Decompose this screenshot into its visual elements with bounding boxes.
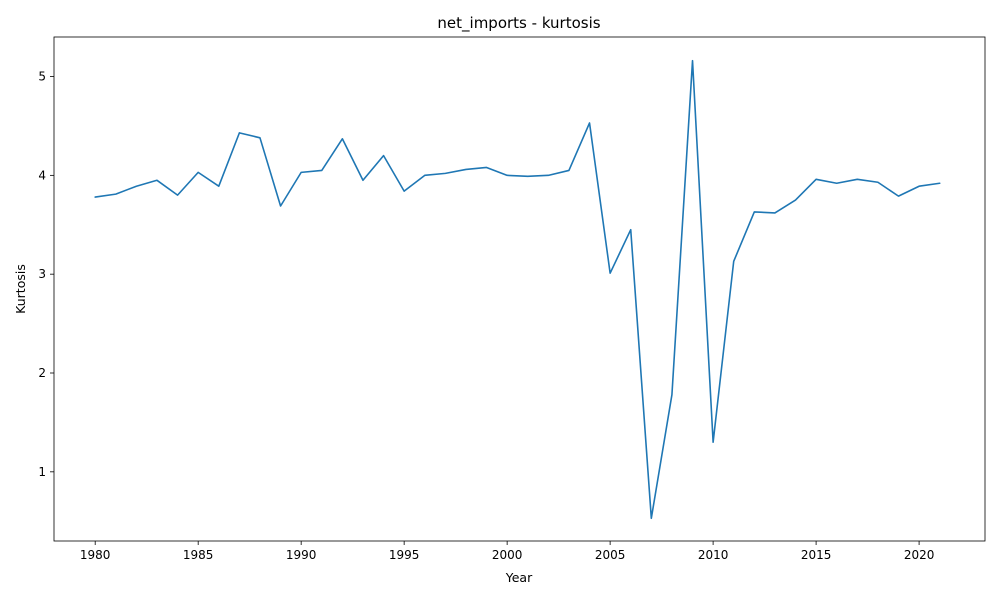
chart-title: net_imports - kurtosis: [437, 14, 600, 33]
x-tick-label: 2010: [698, 548, 729, 562]
y-axis-label: Kurtosis: [13, 264, 28, 314]
x-tick-label: 1995: [389, 548, 420, 562]
y-tick-label: 2: [38, 366, 46, 380]
x-tick-label: 2020: [904, 548, 935, 562]
series-points: [95, 61, 940, 519]
plot-area-frame: [53, 36, 986, 542]
x-tick-label: 2000: [492, 548, 523, 562]
x-tick-label: 1980: [80, 548, 111, 562]
x-tick-label: 2005: [595, 548, 626, 562]
x-axis: 1980 1985 1990 1995 2000 2005 2010 2015 2020: [80, 541, 934, 562]
y-tick-label: 3: [38, 267, 46, 281]
x-tick-label: 1985: [183, 548, 214, 562]
y-tick-label: 1: [38, 465, 46, 479]
y-axis: 1 2 3 4 5: [38, 70, 54, 479]
y-tick-label: 4: [38, 168, 46, 182]
y-tick-label: 5: [38, 70, 46, 84]
x-axis-label: Year: [505, 570, 533, 585]
x-tick-label: 2015: [801, 548, 832, 562]
x-tick-label: 1990: [286, 548, 317, 562]
series-line: [94, 59, 941, 520]
